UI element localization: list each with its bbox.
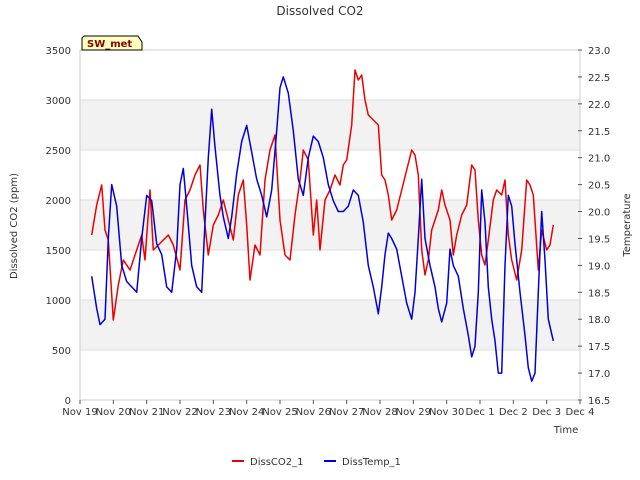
x-tick-label: Nov 19 bbox=[62, 407, 97, 418]
y-right-tick-label: 19.5 bbox=[588, 234, 610, 245]
x-tick-label: Nov 23 bbox=[196, 407, 231, 418]
y-left-tick-label: 3500 bbox=[46, 46, 71, 57]
chart-title: Dissolved CO2 bbox=[276, 4, 363, 18]
y-right-tick-label: 18.0 bbox=[588, 315, 610, 326]
background-band bbox=[80, 200, 580, 250]
x-tick-label: Nov 21 bbox=[129, 407, 164, 418]
y-axis-left-ticks: 0 500 1000 1500 2000 2500 3000 3500 bbox=[46, 46, 71, 407]
y-right-tick-label: 21.5 bbox=[588, 127, 610, 138]
station-badge-label: SW_met bbox=[87, 39, 132, 50]
y-right-tick-label: 21.0 bbox=[588, 154, 610, 165]
x-tick-label: Nov 26 bbox=[296, 407, 331, 418]
x-tick-label: Nov 20 bbox=[96, 407, 131, 418]
y-right-tick-label: 18.5 bbox=[588, 288, 610, 299]
series-line-dissco2-1 bbox=[90, 69, 555, 321]
x-tick-label: Dec 4 bbox=[566, 407, 595, 418]
y-left-tick-label: 2000 bbox=[46, 196, 71, 207]
x-tick-label: Dec 3 bbox=[532, 407, 561, 418]
y-left-tick-label: 3000 bbox=[46, 96, 71, 107]
y-left-tick-label: 500 bbox=[52, 346, 71, 357]
background-band bbox=[80, 100, 580, 150]
x-tick-label: Nov 29 bbox=[396, 407, 431, 418]
x-tick-label: Nov 28 bbox=[362, 407, 397, 418]
y-axis-right-title: Temperature bbox=[622, 193, 633, 257]
series-lines bbox=[90, 69, 555, 382]
y-left-tick-label: 1000 bbox=[46, 296, 71, 307]
y-right-tick-label: 22.0 bbox=[588, 100, 610, 111]
y-left-tick-label: 1500 bbox=[46, 246, 71, 257]
x-axis-title: Time bbox=[553, 425, 578, 436]
y-right-tick-label: 20.5 bbox=[588, 181, 610, 192]
plot-frame bbox=[79, 49, 581, 401]
station-badge: SW_met bbox=[81, 35, 143, 51]
y-right-tick-label: 19.0 bbox=[588, 261, 610, 272]
legend-label: DissTemp_1 bbox=[342, 457, 401, 468]
legend-label: DissCO2_1 bbox=[250, 457, 303, 468]
x-tick-label: Dec 2 bbox=[499, 407, 528, 418]
y-right-tick-label: 17.0 bbox=[588, 369, 610, 380]
y-right-tick-label: 20.0 bbox=[588, 208, 610, 219]
y-axis-right-ticks: 16.5 17.0 17.5 18.0 18.5 19.0 19.5 20.0 20.5 21.0… bbox=[578, 46, 610, 407]
y-right-tick-label: 22.5 bbox=[588, 73, 610, 84]
y-left-tick-label: 0 bbox=[65, 396, 71, 407]
x-tick-label: Nov 25 bbox=[262, 407, 297, 418]
x-tick-label: Dec 1 bbox=[466, 407, 495, 418]
y-right-tick-label: 16.5 bbox=[588, 396, 610, 407]
station-badge-shape bbox=[81, 35, 143, 51]
y-right-tick-label: 17.5 bbox=[588, 342, 610, 353]
y-left-tick-label: 2500 bbox=[46, 146, 71, 157]
y-right-tick-label: 23.0 bbox=[588, 46, 610, 57]
series-line-disstemp-1 bbox=[90, 76, 555, 382]
x-tick-label: Nov 30 bbox=[429, 407, 464, 418]
plot-background-bands bbox=[80, 100, 580, 350]
legend: DissCO2_1 DissTemp_1 bbox=[232, 457, 401, 468]
x-tick-label: Nov 22 bbox=[162, 407, 197, 418]
background-band bbox=[80, 300, 580, 350]
x-tick-label: Nov 24 bbox=[229, 407, 264, 418]
y-axis-left-title: Dissolved CO2 (ppm) bbox=[9, 173, 20, 279]
x-tick-label: Nov 27 bbox=[329, 407, 364, 418]
